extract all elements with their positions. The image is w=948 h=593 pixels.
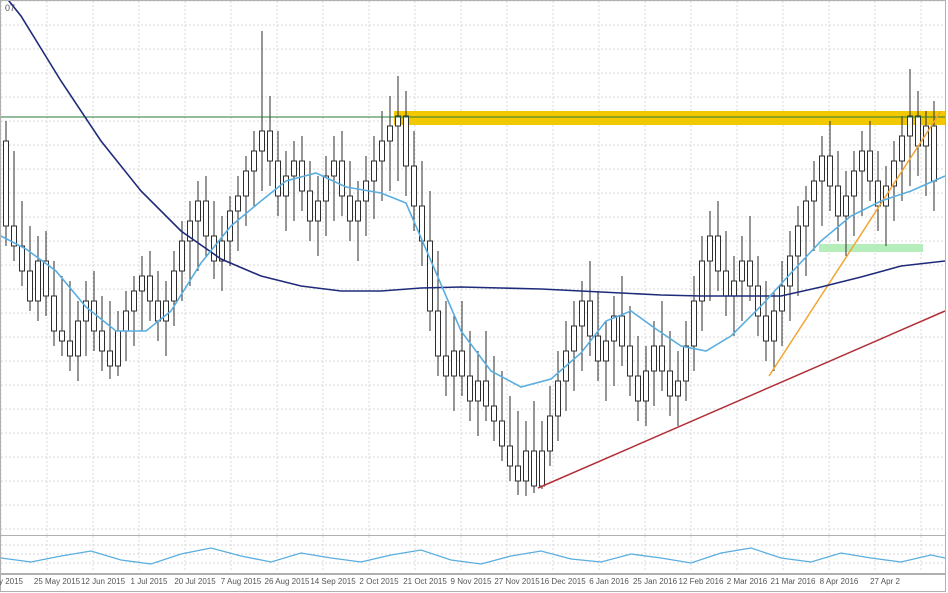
xaxis-label: 25 Jan 2016: [633, 577, 677, 586]
xaxis-label: 1 Jul 2015: [131, 577, 168, 586]
candlesticks: [4, 31, 937, 496]
xaxis-label: 12 Jun 2015: [81, 577, 125, 586]
xaxis-label: 16 Dec 2015: [540, 577, 585, 586]
chart-container: 07 y 2015 25 May 201512 Jun 2015 1 Jul 201…: [0, 0, 948, 593]
xaxis-label: 14 Sep 2015: [310, 577, 355, 586]
xaxis-label: 21 Oct 2015: [403, 577, 447, 586]
xaxis-label: y 2015: [0, 577, 23, 586]
xaxis-label: 25 May 2015: [34, 577, 80, 586]
xaxis-label: 27 Apr 2: [870, 577, 900, 586]
xaxis-label: 6 Jan 2016: [589, 577, 629, 586]
main-grid: [1, 1, 945, 535]
xaxis-label: 7 Aug 2015: [221, 577, 261, 586]
indicator-subchart[interactable]: [0, 536, 946, 574]
main-price-chart[interactable]: 07: [0, 0, 946, 536]
xaxis-label: 8 Apr 2016: [820, 577, 859, 586]
sub-grid: [1, 536, 945, 572]
main-chart-svg: [1, 1, 945, 535]
xaxis-label: 20 Jul 2015: [174, 577, 215, 586]
xaxis-label: 2 Mar 2016: [727, 577, 767, 586]
indicator-line: [1, 548, 945, 564]
overlay-lines: [1, 1, 945, 488]
xaxis-label: 12 Feb 2016: [679, 577, 724, 586]
sub-chart-svg: [1, 536, 945, 572]
xaxis-label: 26 Aug 2015: [265, 577, 310, 586]
xaxis-label: 9 Nov 2015: [451, 577, 492, 586]
time-axis: y 2015 25 May 201512 Jun 2015 1 Jul 2015 20…: [0, 574, 946, 592]
xaxis-label: 27 Nov 2015: [494, 577, 539, 586]
xaxis-label: 21 Mar 2016: [771, 577, 816, 586]
xaxis-label: 2 Oct 2015: [359, 577, 398, 586]
